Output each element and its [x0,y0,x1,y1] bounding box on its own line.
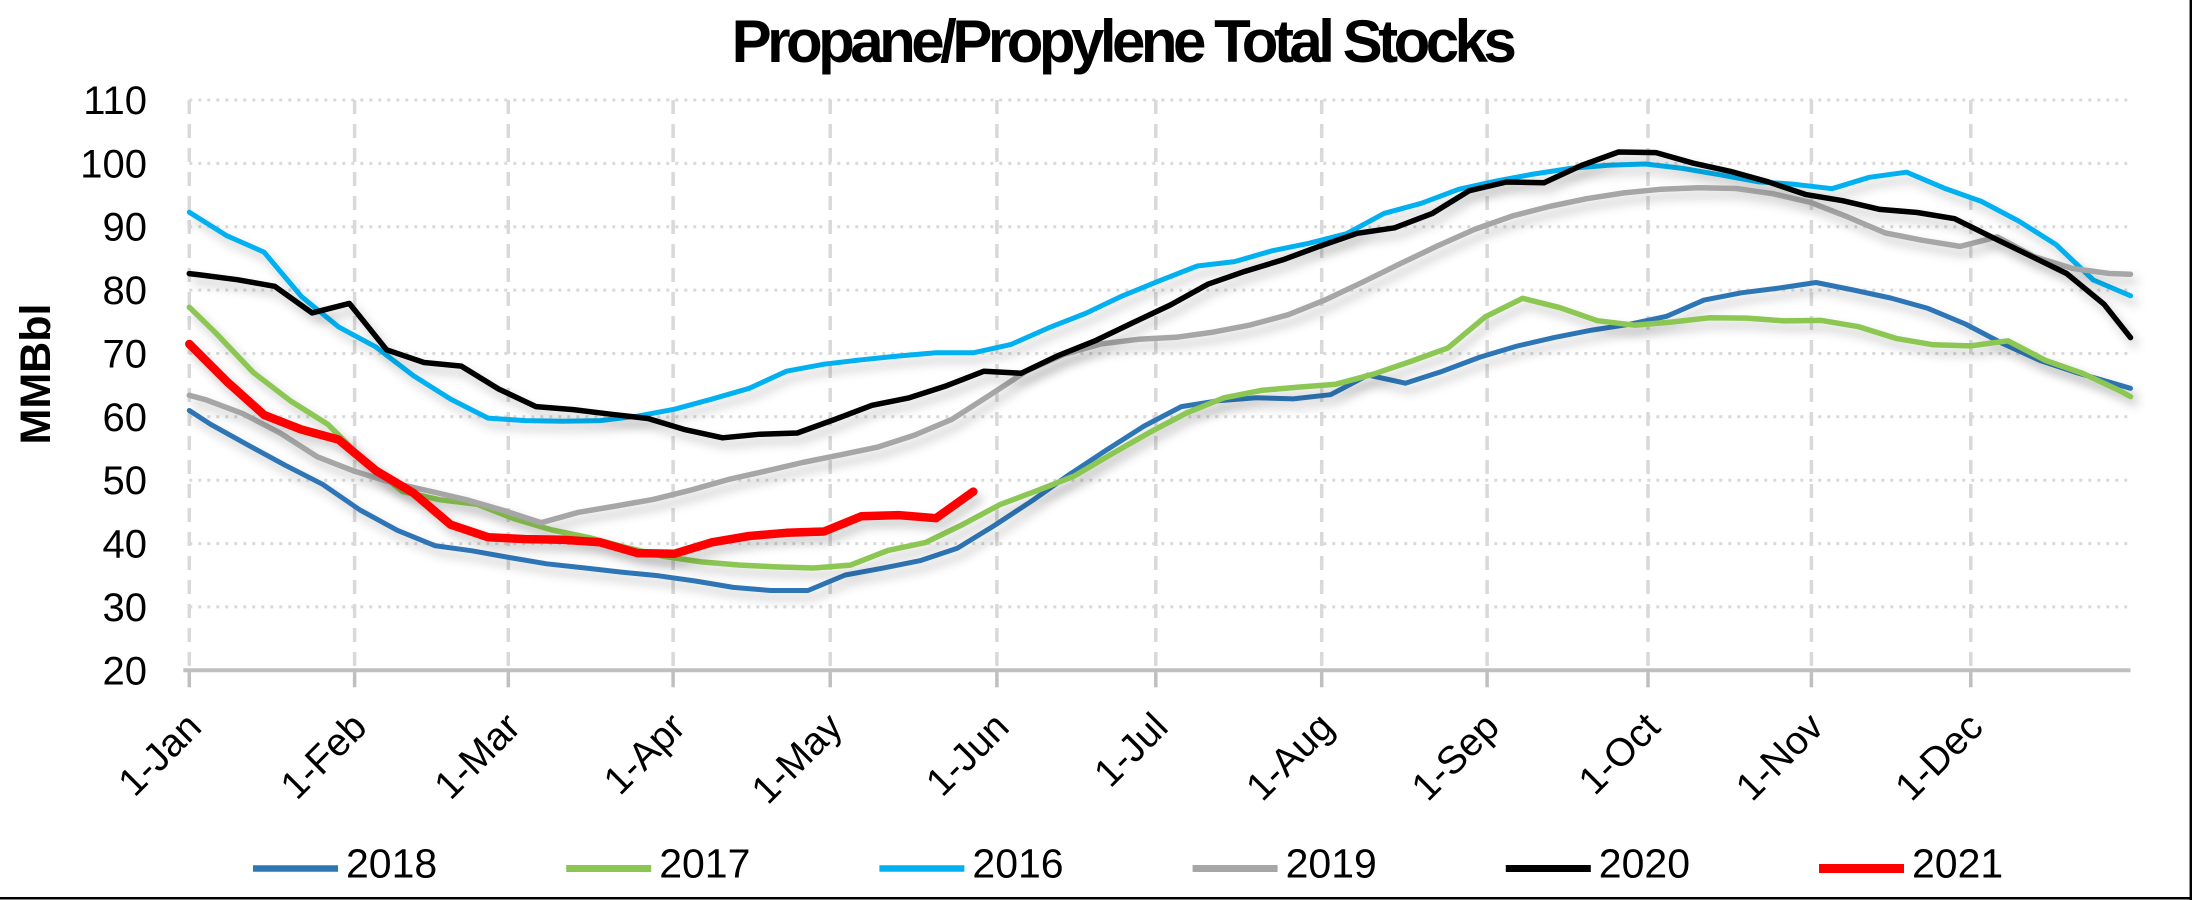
svg-text:2020: 2020 [1599,841,1690,887]
svg-text:20: 20 [103,649,148,693]
svg-text:80: 80 [103,269,148,313]
svg-text:2019: 2019 [1286,841,1377,887]
svg-text:MMBbl: MMBbl [12,304,60,445]
svg-text:Propane/Propylene Total Stocks: Propane/Propylene Total Stocks [732,8,1515,75]
svg-text:30: 30 [103,586,148,630]
svg-text:2021: 2021 [1912,841,2003,887]
svg-text:100: 100 [80,142,147,186]
svg-text:40: 40 [103,523,148,567]
svg-text:110: 110 [83,79,147,123]
svg-text:2016: 2016 [972,841,1063,887]
svg-text:90: 90 [103,206,148,250]
svg-text:50: 50 [103,459,148,503]
svg-text:2017: 2017 [659,841,750,887]
svg-text:60: 60 [103,396,148,440]
svg-text:2018: 2018 [346,841,437,887]
svg-text:70: 70 [103,333,148,377]
